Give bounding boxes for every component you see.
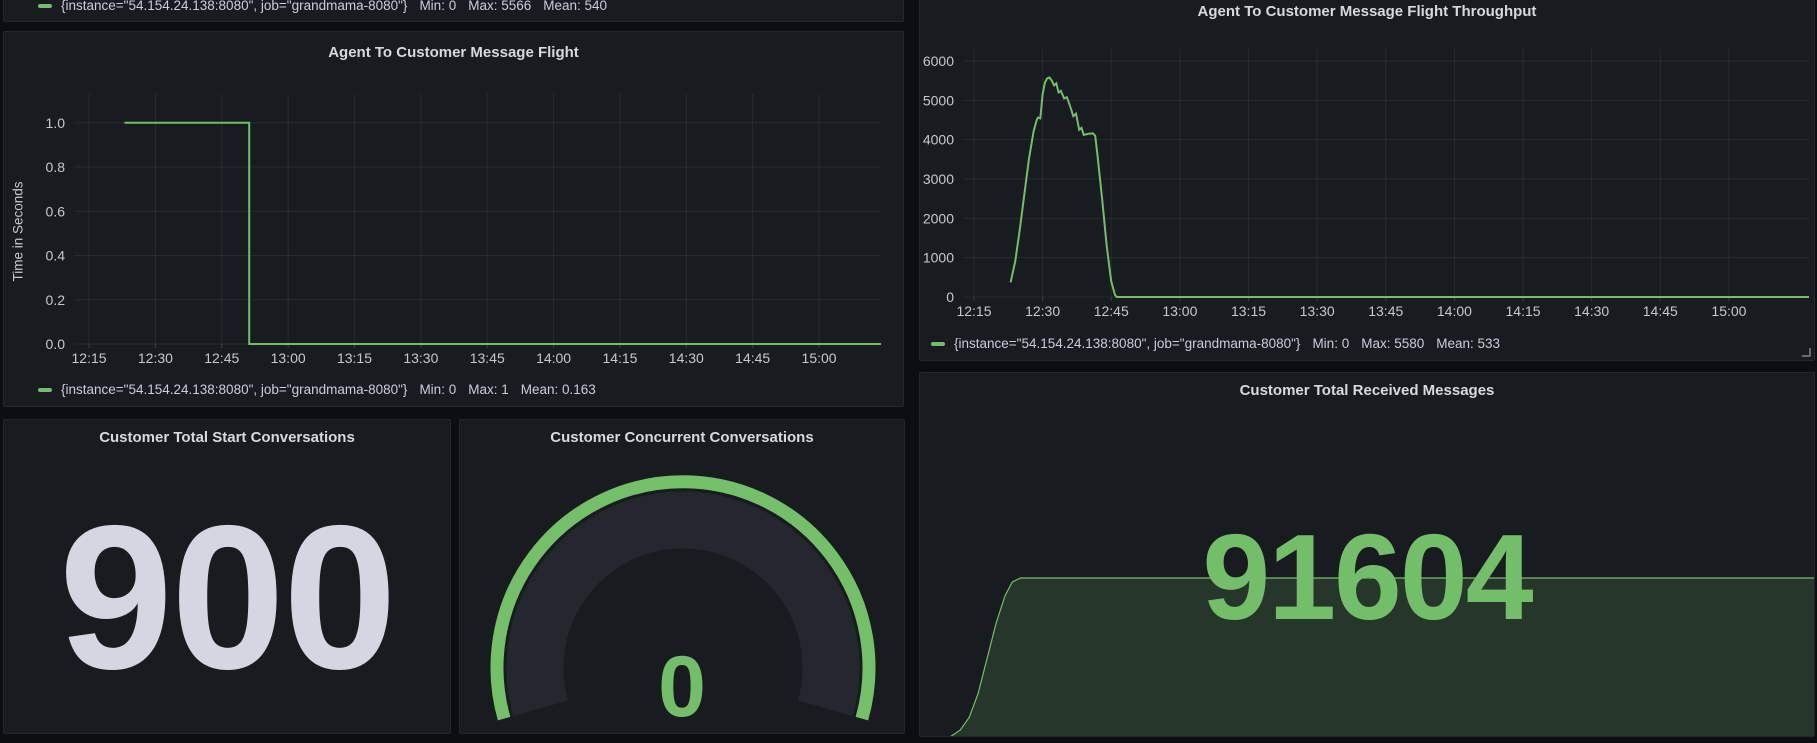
y-axis-label: Time in Seconds (10, 181, 26, 282)
svg-text:13:15: 13:15 (1231, 303, 1266, 319)
panel-concurrent-conversations: Customer Concurrent Conversations 0 (459, 419, 905, 734)
legend-series-label[interactable]: {instance="54.154.24.138:8080", job="gra… (61, 382, 408, 397)
panel-message-flight-throughput: Agent To Customer Message Flight Through… (919, 0, 1815, 361)
svg-text:13:00: 13:00 (271, 350, 306, 366)
throughput-chart[interactable]: 0 1000 2000 3000 4000 5000 6000 12:15 12:30 12:45… (920, 0, 1815, 361)
gauge (490, 475, 876, 721)
svg-text:13:15: 13:15 (337, 350, 372, 366)
legend-series-label[interactable]: {instance="54.154.24.138:8080", job="gra… (954, 336, 1301, 351)
svg-text:13:45: 13:45 (1368, 303, 1403, 319)
svg-text:14:45: 14:45 (1643, 303, 1678, 319)
panel-title[interactable]: Customer Concurrent Conversations (550, 429, 814, 446)
legend-row[interactable]: {instance="54.154.24.138:8080", job="gra… (38, 382, 596, 398)
svg-text:12:45: 12:45 (204, 350, 239, 366)
panel-top-partial: {instance="54.154.24.138:8080", job="gra… (3, 0, 904, 22)
svg-text:12:30: 12:30 (138, 350, 173, 366)
svg-text:1000: 1000 (923, 250, 954, 266)
svg-text:14:45: 14:45 (735, 350, 770, 366)
panel-title[interactable]: Customer Total Received Messages (1239, 382, 1495, 399)
svg-text:15:00: 15:00 (802, 350, 837, 366)
panel-title[interactable]: Agent To Customer Message Flight Through… (1197, 3, 1537, 20)
svg-text:0.0: 0.0 (46, 336, 66, 352)
panel-title[interactable]: Agent To Customer Message Flight (328, 44, 579, 61)
panel-title[interactable]: Customer Total Start Conversations (99, 429, 355, 446)
svg-text:0.2: 0.2 (46, 292, 66, 308)
legend-stat-mean: Mean: 533 (1436, 336, 1501, 351)
svg-text:4000: 4000 (923, 132, 954, 148)
legend-stat-max: Max: 5580 (1361, 336, 1425, 351)
svg-text:14:00: 14:00 (1437, 303, 1472, 319)
legend-stat-min: Min: 0 (419, 0, 457, 13)
svg-text:0.4: 0.4 (46, 248, 66, 264)
gauge-value: 0 (658, 639, 706, 734)
legend-row[interactable]: {instance="54.154.24.138:8080", job="gra… (38, 0, 607, 14)
svg-text:14:15: 14:15 (1506, 303, 1541, 319)
svg-text:14:15: 14:15 (602, 350, 637, 366)
svg-text:0.8: 0.8 (46, 159, 66, 175)
svg-text:3000: 3000 (923, 171, 954, 187)
svg-text:13:30: 13:30 (1300, 303, 1335, 319)
svg-text:12:15: 12:15 (956, 303, 991, 319)
gauge-track-arc (506, 491, 860, 717)
flight-chart[interactable]: 0.0 0.2 0.4 0.6 0.8 1.0 12:15 12:30 12:45 13:00 13… (4, 32, 904, 407)
svg-text:1.0: 1.0 (46, 115, 66, 131)
panel-message-flight: Agent To Customer Message Flight Time in… (3, 31, 904, 407)
panel-received-messages: Customer Total Received Messages 91604 (919, 372, 1815, 737)
legend-stat-mean: Mean: 0.163 (520, 382, 596, 397)
svg-text:0.6: 0.6 (46, 203, 66, 219)
legend-stat-min: Min: 0 (419, 382, 457, 397)
svg-text:12:15: 12:15 (72, 350, 107, 366)
gauge-threshold-arc (490, 475, 876, 721)
legend-row[interactable]: {instance="54.154.24.138:8080", job="gra… (931, 336, 1500, 352)
svg-text:13:30: 13:30 (403, 350, 438, 366)
svg-text:12:45: 12:45 (1094, 303, 1129, 319)
svg-text:14:30: 14:30 (1574, 303, 1609, 319)
stat-value: 900 (58, 483, 397, 712)
svg-text:5000: 5000 (923, 92, 954, 108)
svg-text:6000: 6000 (923, 53, 954, 69)
svg-text:14:30: 14:30 (669, 350, 704, 366)
panel-resize-handle[interactable] (1802, 348, 1811, 357)
svg-text:12:30: 12:30 (1025, 303, 1060, 319)
panel-start-conversations: Customer Total Start Conversations 900 (3, 419, 451, 734)
svg-text:13:45: 13:45 (470, 350, 505, 366)
svg-text:2000: 2000 (923, 210, 954, 226)
legend-stat-mean: Mean: 540 (543, 0, 608, 13)
legend-stat-max: Max: 5566 (468, 0, 532, 13)
received-sparkline[interactable] (920, 373, 1815, 737)
legend-series-label[interactable]: {instance="54.154.24.138:8080", job="gra… (61, 0, 408, 13)
svg-text:14:00: 14:00 (536, 350, 571, 366)
series-color-swatch (931, 342, 945, 346)
series-color-swatch (38, 4, 52, 8)
series-color-swatch (38, 388, 52, 392)
legend-stat-max: Max: 1 (468, 382, 509, 397)
svg-text:13:00: 13:00 (1162, 303, 1197, 319)
stat-value: 91604 (1202, 509, 1533, 645)
svg-text:0: 0 (946, 289, 954, 305)
legend-stat-min: Min: 0 (1312, 336, 1350, 351)
svg-text:15:00: 15:00 (1711, 303, 1746, 319)
